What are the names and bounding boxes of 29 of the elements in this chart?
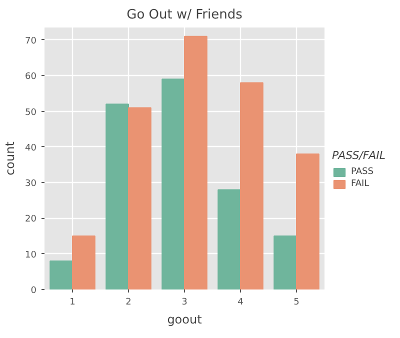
y-axis-title: count — [3, 141, 18, 176]
y-tick-label: 60 — [25, 72, 37, 82]
y-tick-label: 30 — [25, 179, 37, 190]
bar — [128, 107, 152, 290]
y-tick-label: 70 — [25, 36, 37, 46]
x-tick-label: 3 — [182, 298, 188, 308]
x-tick-label: 2 — [126, 298, 132, 308]
legend-title: PASS/FAIL — [332, 149, 386, 162]
legend-label: PASS — [351, 167, 374, 177]
y-tick-label: 0 — [30, 286, 37, 296]
x-tick-label: 1 — [70, 298, 76, 308]
bar — [50, 260, 73, 290]
y-tick-label: 40 — [25, 143, 37, 154]
x-tick-label: 5 — [294, 298, 300, 308]
bar — [274, 236, 297, 290]
chart-title: Go Out w/ Friends — [126, 8, 243, 22]
legend-label: FAIL — [351, 179, 370, 189]
bar — [184, 36, 208, 290]
y-tick-label: 20 — [25, 214, 37, 225]
bar — [240, 82, 264, 290]
bar — [72, 236, 96, 290]
x-axis-title: goout — [167, 312, 202, 326]
bar — [296, 154, 320, 290]
bar — [162, 78, 185, 290]
bar — [218, 189, 241, 290]
bar — [106, 104, 129, 290]
y-tick-label: 50 — [25, 108, 37, 118]
y-tick-label: 10 — [25, 250, 37, 260]
x-tick-label: 4 — [238, 298, 244, 308]
